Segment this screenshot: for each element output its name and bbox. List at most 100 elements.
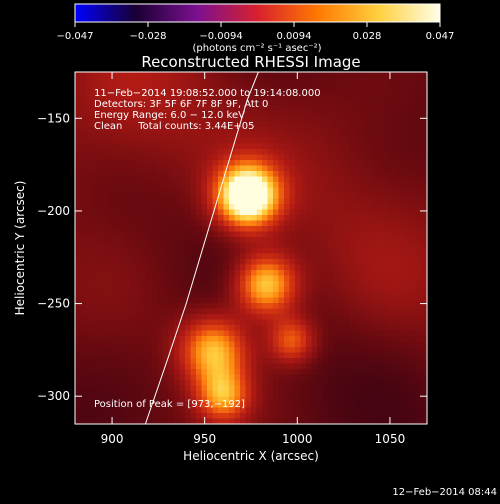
heatmap-cell [339,385,345,392]
heatmap-cell [267,88,274,95]
heatmap-cell [289,204,296,210]
heatmap-cell [196,105,202,111]
heatmap-cell [234,143,241,150]
heatmap-cell [102,83,109,89]
heatmap-cell [146,226,153,232]
heatmap-cell [311,308,318,315]
heatmap-cell [174,110,180,117]
heatmap-cell [119,314,125,320]
heatmap-cell [108,83,114,89]
heatmap-cell [289,336,296,342]
heatmap-cell [163,88,169,95]
heatmap-cell [234,220,241,227]
heatmap-cell [223,94,230,100]
heatmap-cell [201,369,208,375]
heatmap-cell [256,193,263,199]
heatmap-cell [284,204,290,210]
peak-position-label: Position of Peak = [973,−192] [94,399,245,410]
heatmap-cell [91,77,98,84]
heatmap-cell [179,99,186,106]
heatmap-cell [355,242,362,249]
heatmap-cell [300,314,307,320]
heatmap-cell [179,292,186,298]
heatmap-cell [300,347,307,353]
heatmap-cell [278,215,285,221]
heatmap-cell [201,380,208,386]
heatmap-cell [311,121,318,128]
heatmap-cell [223,198,230,205]
heatmap-cell [196,149,202,155]
heatmap-cell [410,402,417,408]
heatmap-cell [306,264,312,271]
heatmap-cell [344,341,351,348]
heatmap-cell [410,193,417,199]
heatmap-cell [410,374,417,381]
heatmap-cell [399,149,406,155]
heatmap-cell [350,94,356,100]
heatmap-cell [152,407,158,414]
heatmap-cell [185,149,191,155]
heatmap-cell [399,99,406,106]
heatmap-cell [141,149,147,155]
heatmap-cell [97,358,103,364]
heatmap-cell [102,154,109,161]
heatmap-cell [218,105,224,111]
heatmap-cell [240,121,246,128]
heatmap-cell [174,209,180,216]
heatmap-cell [421,226,427,232]
heatmap-cell [141,303,147,309]
heatmap-cell [366,363,373,370]
heatmap-cell [295,336,301,342]
heatmap-cell [75,182,81,188]
heatmap-cell [218,160,224,166]
heatmap-cell [86,413,92,419]
heatmap-cell [311,149,318,155]
heatmap-cell [135,303,142,309]
heatmap-cell [366,143,373,150]
heatmap-cell [97,374,103,381]
heatmap-cell [102,160,109,166]
heatmap-cell [421,264,427,271]
heatmap-cell [256,270,263,276]
heatmap-cell [333,336,340,342]
heatmap-cell [212,83,219,89]
heatmap-cell [383,226,389,232]
heatmap-cell [405,358,411,364]
heatmap-cell [405,165,411,172]
heatmap-cell [355,286,362,293]
heatmap-cell [108,215,114,221]
heatmap-cell [273,99,279,106]
heatmap-cell [97,325,103,331]
heatmap-cell [75,215,81,221]
heatmap-cell [108,226,114,232]
heatmap-cell [317,275,323,282]
heatmap-cell [185,198,191,205]
heatmap-cell [322,182,329,188]
heatmap-cell [119,319,125,326]
heatmap-cell [91,402,98,408]
heatmap-cell [218,292,224,298]
heatmap-cell [289,253,296,260]
heatmap-cell [212,407,219,414]
heatmap-cell [410,187,417,194]
heatmap-cell [416,303,422,309]
heatmap-cell [394,187,400,194]
heatmap-cell [229,182,235,188]
heatmap-cell [317,154,323,161]
heatmap-cell [251,215,257,221]
heatmap-cell [295,341,301,348]
heatmap-cell [75,88,81,95]
heatmap-cell [245,413,252,419]
heatmap-cell [410,281,417,287]
heatmap-cell [355,314,362,320]
heatmap-cell [388,99,395,106]
heatmap-cell [278,204,285,210]
heatmap-cell [339,94,345,100]
heatmap-cell [421,259,427,265]
heatmap-cell [300,77,307,84]
heatmap-cell [300,83,307,89]
heatmap-cell [377,248,384,254]
heatmap-cell [416,402,422,408]
heatmap-cell [267,198,274,205]
heatmap-cell [394,259,400,265]
